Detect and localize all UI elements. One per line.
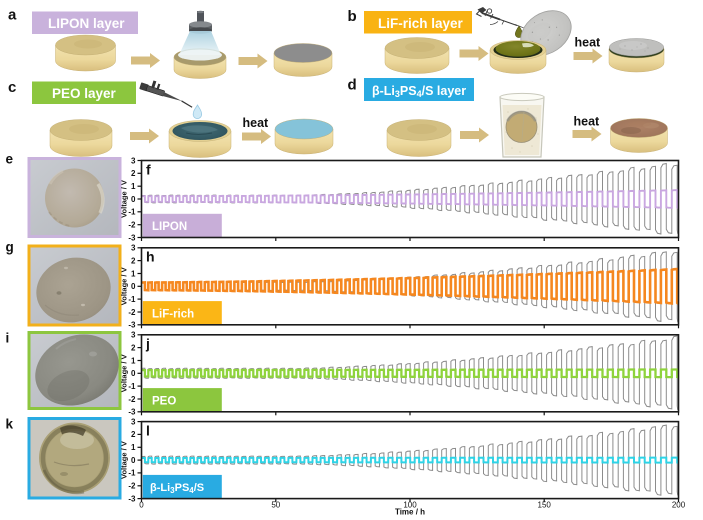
svg-text:Voltage / V: Voltage / V: [120, 441, 129, 479]
svg-text:heat: heat: [575, 36, 602, 50]
svg-text:3: 3: [131, 331, 136, 340]
svg-text:d: d: [348, 77, 357, 94]
svg-text:2: 2: [131, 430, 136, 439]
svg-text:-2: -2: [128, 482, 136, 491]
svg-text:-3: -3: [128, 321, 136, 330]
svg-text:heat: heat: [574, 115, 601, 129]
svg-text:150: 150: [538, 500, 552, 509]
svg-text:PEO layer: PEO layer: [52, 86, 117, 101]
svg-text:100: 100: [403, 500, 417, 509]
svg-text:β-Li3PS4/S: β-Li3PS4/S: [150, 482, 204, 495]
svg-text:LiF-rich layer: LiF-rich layer: [378, 16, 464, 31]
svg-text:c: c: [8, 79, 16, 96]
svg-text:-3: -3: [128, 494, 136, 503]
svg-text:h: h: [146, 249, 155, 265]
svg-text:LIPON layer: LIPON layer: [48, 16, 125, 31]
svg-text:Voltage / V: Voltage / V: [120, 180, 129, 218]
svg-text:3: 3: [131, 244, 136, 253]
svg-text:0: 0: [131, 195, 136, 204]
svg-text:0: 0: [131, 456, 136, 465]
svg-text:f: f: [146, 161, 151, 177]
svg-text:50: 50: [271, 500, 280, 509]
svg-text:b: b: [348, 8, 357, 25]
svg-text:j: j: [145, 336, 150, 352]
svg-text:0: 0: [131, 369, 136, 378]
svg-text:2: 2: [131, 343, 136, 352]
svg-text:-3: -3: [128, 233, 136, 242]
svg-text:heat: heat: [243, 116, 270, 130]
svg-text:l: l: [146, 422, 150, 438]
svg-text:0: 0: [131, 282, 136, 291]
svg-text:Voltage / V: Voltage / V: [120, 354, 129, 392]
svg-text:-1: -1: [128, 208, 136, 217]
svg-text:e: e: [6, 152, 14, 167]
svg-text:1: 1: [131, 269, 136, 278]
svg-text:2: 2: [131, 256, 136, 265]
svg-text:200: 200: [672, 500, 686, 509]
svg-text:1: 1: [131, 182, 136, 191]
svg-text:1: 1: [131, 356, 136, 365]
svg-text:2: 2: [131, 169, 136, 178]
svg-text:3: 3: [131, 417, 136, 426]
svg-text:0: 0: [139, 500, 144, 509]
svg-text:a: a: [8, 7, 17, 24]
svg-text:-2: -2: [128, 308, 136, 317]
svg-text:LiF-rich: LiF-rich: [152, 308, 194, 320]
svg-text:LIPON: LIPON: [152, 221, 187, 233]
svg-text:3: 3: [131, 156, 136, 165]
svg-text:-1: -1: [128, 295, 136, 304]
svg-text:-1: -1: [128, 469, 136, 478]
svg-text:k: k: [6, 417, 14, 432]
svg-text:-3: -3: [128, 408, 136, 417]
svg-text:i: i: [6, 331, 10, 346]
svg-text:PEO: PEO: [152, 395, 176, 407]
svg-text:g: g: [6, 240, 14, 255]
svg-text:1: 1: [131, 443, 136, 452]
svg-text:Voltage / V: Voltage / V: [120, 267, 129, 305]
svg-text:-2: -2: [128, 395, 136, 404]
svg-text:-1: -1: [128, 382, 136, 391]
svg-text:Time / h: Time / h: [395, 508, 425, 515]
svg-text:-2: -2: [128, 221, 136, 230]
